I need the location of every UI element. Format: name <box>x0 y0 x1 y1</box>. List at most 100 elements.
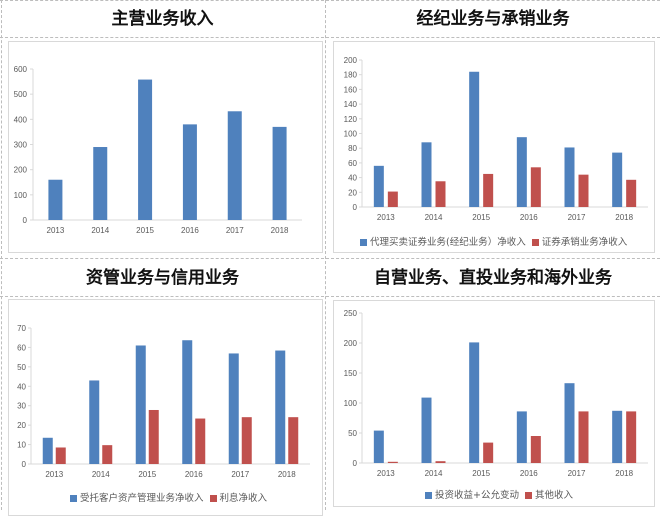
bar-2015-s1 <box>483 173 494 207</box>
bar-2017-s0 <box>564 383 575 463</box>
legend-item: 利息净收入 <box>209 493 268 504</box>
panel-title-proprietary: 自营业务、直投业务和海外业务 <box>374 268 612 288</box>
x-tick-label: 2015 <box>472 469 490 478</box>
y-tick-label: 160 <box>344 85 358 94</box>
chart-3-plot: 0 10 20 30 40 50 60 70 2013 2014 2015 2016 2017 2018 <box>17 324 310 479</box>
x-tick-label: 2016 <box>520 213 538 222</box>
legend-swatch-icon <box>70 495 77 502</box>
bar-2017-s0 <box>564 147 575 207</box>
bar-2018-s1 <box>626 411 637 463</box>
x-tick-label: 2014 <box>91 226 109 235</box>
y-tick-label: 50 <box>17 363 26 372</box>
legend-swatch-icon <box>531 239 539 246</box>
legend-proprietary: 投资收益+公允变动 其他收入 <box>425 487 579 501</box>
bar-2014-s0 <box>89 380 100 464</box>
legend-item: 代理买卖证券业务(经纪业务）净收入 <box>360 237 526 248</box>
y-tick-label: 600 <box>14 65 28 74</box>
legend-label: 受托客户资产管理业务净收入 <box>80 493 204 504</box>
y-tick-label: 10 <box>17 441 26 450</box>
x-tick-label: 2017 <box>226 226 244 235</box>
legend-item: 受托客户资产管理业务净收入 <box>70 493 204 504</box>
bar-2014-s0 <box>421 142 432 207</box>
bar-2017-s1 <box>578 411 589 463</box>
panel-title-asset-mgmt: 资管业务与信用业务 <box>86 268 239 288</box>
x-tick-label: 2018 <box>271 226 289 235</box>
y-tick-label: 200 <box>344 339 358 348</box>
bar-2015-s0 <box>138 79 153 220</box>
chart-2-plot: 0 20 40 60 80 100 120 140 160 180 200 2013 2014 2015 2… <box>344 56 648 222</box>
y-tick-label: 20 <box>17 421 26 430</box>
x-tick-label: 2017 <box>568 213 586 222</box>
bar-2016-s0 <box>182 340 193 464</box>
bar-2016-s0 <box>516 411 527 463</box>
y-tick-label: 180 <box>344 71 358 80</box>
x-tick-label: 2013 <box>45 470 63 479</box>
bar-2017-s1 <box>578 174 589 207</box>
y-tick-label: 250 <box>344 309 358 318</box>
y-tick-label: 0 <box>353 203 358 212</box>
y-tick-label: 50 <box>348 429 357 438</box>
y-tick-label: 30 <box>17 402 26 411</box>
chart-frame-3 <box>8 299 323 516</box>
bar-2016-s1 <box>530 167 541 207</box>
bar-2018-s0 <box>272 126 287 220</box>
y-tick-label: 70 <box>17 324 26 333</box>
legend-swatch-icon <box>209 495 217 502</box>
bar-2013-s0 <box>373 430 384 463</box>
x-tick-label: 2016 <box>520 469 538 478</box>
bar-2014-s1 <box>435 461 446 463</box>
row-divider <box>0 258 660 259</box>
x-tick-label: 2018 <box>615 469 633 478</box>
y-tick-label: 60 <box>17 343 26 352</box>
bar-2013-s0 <box>48 179 63 220</box>
bar-2014-s0 <box>93 147 108 220</box>
chart-1-plot: 0 100 200 300 400 500 600 2013 2014 2015 2016 2017 2… <box>14 65 302 235</box>
x-tick-label: 2014 <box>92 470 110 479</box>
bar-2013-s0 <box>42 437 53 464</box>
y-tick-label: 100 <box>344 130 358 139</box>
legend-label: 证券承销业务净收入 <box>541 237 628 248</box>
y-tick-label: 0 <box>22 460 27 469</box>
y-tick-label: 400 <box>14 115 28 124</box>
x-tick-label: 2015 <box>472 213 490 222</box>
y-tick-label: 150 <box>344 369 358 378</box>
bar-2016-s1 <box>195 418 206 464</box>
bar-2015-s1 <box>483 442 494 463</box>
bar-2013-s1 <box>55 447 66 464</box>
bar-2015-s1 <box>148 409 159 464</box>
title-divider-top <box>0 37 660 38</box>
title-divider-bottom <box>0 296 660 297</box>
y-tick-label: 300 <box>14 141 28 150</box>
x-tick-label: 2018 <box>615 213 633 222</box>
bar-2013-s1 <box>387 461 398 463</box>
x-tick-label: 2013 <box>377 213 395 222</box>
legend-label: 利息净收入 <box>219 493 268 504</box>
bar-2017-s0 <box>227 111 242 220</box>
legend-swatch-icon <box>425 492 432 499</box>
legend-label: 其他收入 <box>534 490 573 501</box>
y-tick-label: 100 <box>14 191 28 200</box>
legend-label: 投资收益+公允变动 <box>435 490 519 501</box>
x-tick-label: 2014 <box>425 213 443 222</box>
legend-swatch-icon <box>360 239 367 246</box>
bar-2014-s1 <box>102 445 113 464</box>
x-tick-label: 2017 <box>231 470 249 479</box>
chart-frame-4 <box>333 300 655 507</box>
y-tick-label: 40 <box>348 174 357 183</box>
bar-2018-s1 <box>288 417 299 464</box>
bar-2017-s0 <box>228 353 239 464</box>
y-tick-label: 80 <box>348 144 357 153</box>
legend-item: 其他收入 <box>524 490 573 501</box>
bar-2013-s1 <box>387 191 398 207</box>
legend-brokerage: 代理买卖证券业务(经纪业务）净收入 证券承销业务净收入 <box>360 234 633 248</box>
x-tick-label: 2018 <box>278 470 296 479</box>
bar-2016-s1 <box>530 436 541 463</box>
y-tick-label: 140 <box>344 100 358 109</box>
legend-item: 投资收益+公允变动 <box>425 490 519 501</box>
bar-2015-s0 <box>469 71 480 207</box>
x-tick-label: 2016 <box>185 470 203 479</box>
bar-2015-s0 <box>135 345 146 464</box>
legend-asset-mgmt: 受托客户资产管理业务净收入 利息净收入 <box>70 490 273 504</box>
x-tick-label: 2015 <box>138 470 156 479</box>
chart-frame-2 <box>333 41 655 253</box>
